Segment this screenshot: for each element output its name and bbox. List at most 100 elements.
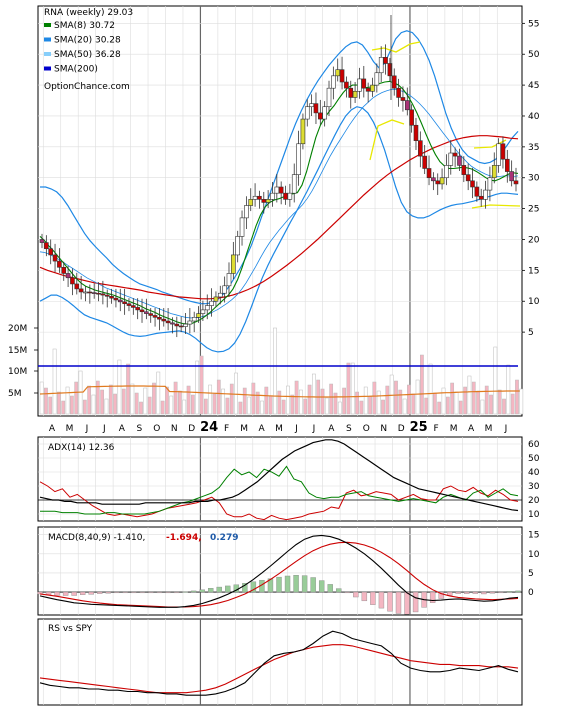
volume-bar (169, 395, 174, 415)
adx-tick-label: 40 (528, 468, 540, 478)
candle-body (513, 180, 519, 185)
price-tick-label: 5 (528, 328, 534, 338)
legend-label: SMA(50) 36.28 (54, 50, 121, 60)
candle-body (113, 297, 119, 301)
volume-bar (208, 384, 213, 415)
macd-histogram-bar (472, 591, 479, 594)
volume-bar (458, 400, 463, 415)
macd-histogram-bar (54, 591, 60, 596)
volume-bar (186, 385, 191, 415)
volume-bar (251, 382, 256, 415)
x-axis-label: S (346, 424, 352, 434)
volume-bar (165, 386, 169, 415)
candle-body (139, 309, 145, 313)
volume-bar (143, 387, 148, 415)
candle-body (344, 81, 349, 89)
x-axis-labels: A M J J A S O N D 24 F M A M J J A S O N D 25 F M A M J (49, 420, 507, 435)
volume-bar (255, 391, 260, 415)
macd-histogram-bar (139, 591, 146, 594)
volume-bar (502, 398, 506, 415)
volume-bar (407, 384, 411, 415)
macd-histogram-bar (455, 591, 461, 594)
channel-line (371, 41, 421, 53)
price-tick-label: 50 (528, 50, 540, 60)
candle-body (122, 301, 127, 305)
macd-histogram-bar (79, 591, 86, 595)
macd-histogram-bar (353, 591, 359, 598)
volume-bar (160, 400, 165, 415)
candle-body (91, 292, 97, 294)
adx-tick-label: 50 (528, 454, 540, 464)
candle-body (57, 260, 62, 268)
candle-body (109, 296, 114, 299)
volume-tick-label: 5M (8, 389, 22, 399)
candle-body (478, 195, 484, 200)
macd-tick-label: 5 (528, 569, 534, 579)
candle-body (505, 158, 510, 172)
x-axis-label: O (363, 424, 370, 434)
x-axis-label: D (188, 424, 195, 434)
candle-body (431, 177, 436, 182)
volume-bar (48, 396, 53, 415)
price-tick-label: 45 (528, 81, 539, 91)
volume-bar (450, 382, 455, 415)
x-axis-label: A (49, 424, 56, 434)
candle-body (365, 87, 371, 92)
macd-histogram-bar (122, 591, 129, 594)
macd-histogram-bar (276, 576, 282, 593)
volume-bar (471, 381, 476, 415)
volume-bar (342, 387, 346, 415)
candle-body (283, 192, 288, 200)
volume-bar (368, 395, 372, 415)
candle-body (70, 277, 75, 285)
candle-body (117, 299, 123, 303)
x-axis-label: J (85, 424, 89, 434)
candle-body (409, 109, 414, 126)
volume-bar (463, 386, 467, 415)
candle-body (296, 143, 301, 175)
volume-tick-label: 10M (8, 367, 27, 377)
candle-body (217, 292, 223, 298)
volume-bar (398, 389, 403, 415)
rs-line (39, 630, 519, 696)
macd-histogram-bar (293, 575, 299, 593)
macd-histogram-bar (378, 591, 385, 609)
candle-body (248, 199, 254, 206)
macd-histogram-bar (344, 591, 350, 594)
volume-bar (424, 397, 429, 415)
candle-body (404, 100, 410, 111)
volume-bar (178, 390, 182, 415)
macd-histogram-bar (336, 588, 342, 593)
macd-panel: 0 5 10 15 MACD(8,40,9) -1.410, -1.694, 0.27… (37, 526, 540, 616)
rs-average-line (39, 644, 519, 694)
candle-body (370, 84, 375, 92)
volume-bar (389, 374, 394, 415)
volume-bar (320, 388, 325, 415)
x-axis-label: M (450, 424, 458, 434)
rs-title: RS vs SPY (48, 624, 93, 634)
volume-bar (415, 379, 420, 415)
legend-label: SMA(200) (54, 65, 98, 75)
adx-tick-label: 20 (528, 496, 540, 506)
volume-bar (234, 372, 238, 415)
candle-body (152, 315, 158, 318)
macd-histogram-bar (412, 591, 419, 613)
candle-body (44, 242, 49, 250)
volume-bar (411, 393, 416, 415)
candle-body (487, 177, 493, 191)
candle-body (65, 273, 71, 279)
volume-bar (355, 391, 359, 415)
volume-bar (506, 364, 511, 415)
x-axis-label: J (504, 424, 508, 434)
candle-body (387, 63, 393, 77)
candle-body (174, 323, 180, 327)
price-tick-label: 25 (528, 205, 539, 215)
channel-line (369, 119, 405, 161)
macd-histogram-bar (45, 591, 52, 595)
candle-body (100, 293, 106, 296)
macd-histogram-bar (498, 591, 504, 594)
macd-histogram-bar (97, 591, 103, 594)
legend-swatch (44, 23, 51, 27)
macd-histogram-bar (88, 591, 94, 595)
legend-label: SMA(20) 30.28 (54, 36, 121, 46)
